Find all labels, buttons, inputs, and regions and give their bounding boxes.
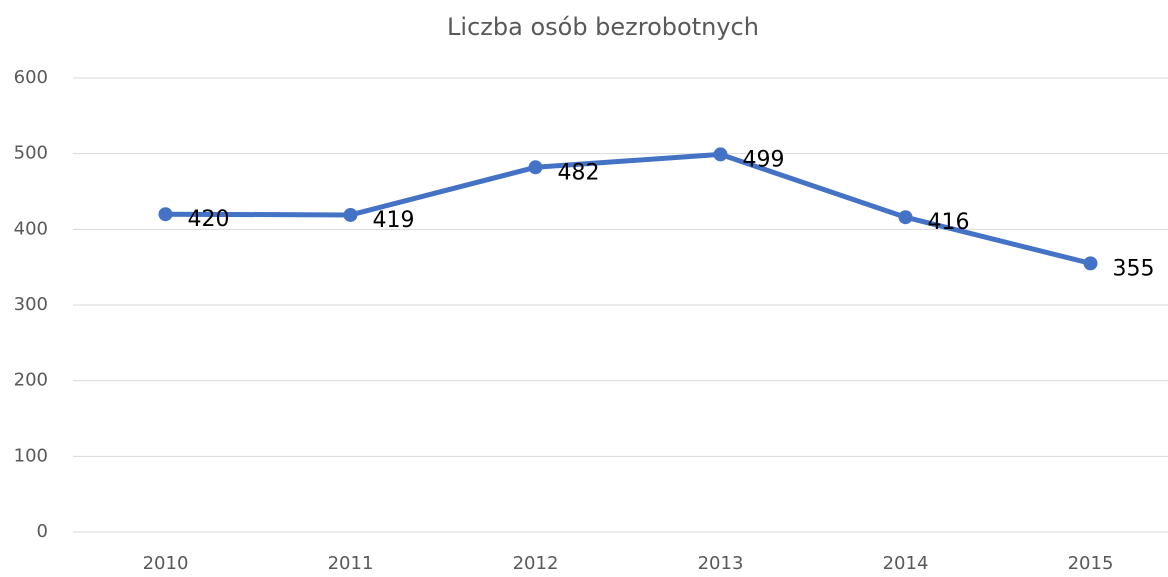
point [158,207,173,222]
data-label: 482 [558,160,600,185]
chart-title: Liczba osób bezrobotnych [447,13,759,41]
point [1083,256,1098,271]
x-tick-label: 2012 [513,553,559,574]
x-tick-label: 2011 [328,553,374,574]
x-tick-label: 2014 [883,553,929,574]
y-tick-label: 400 [14,218,48,239]
x-tick-label: 2010 [143,553,189,574]
data-label: 355 [1113,256,1155,281]
line-series [165,151,1092,266]
y-tick-label: 0 [37,521,48,542]
point [713,147,728,162]
point [528,160,543,175]
y-tick-label: 200 [14,370,48,391]
point [343,207,358,222]
y-tick-label: 500 [14,143,48,164]
data-label: 416 [928,210,970,235]
y-tick-label: 100 [14,445,48,466]
x-tick-label: 2013 [698,553,744,574]
point [898,210,913,225]
data-label: 420 [188,207,230,232]
data-label: 419 [373,208,415,233]
y-tick-label: 600 [14,67,48,88]
y-tick-label: 300 [14,294,48,315]
data-label: 499 [743,147,785,172]
x-tick-label: 2015 [1068,553,1114,574]
